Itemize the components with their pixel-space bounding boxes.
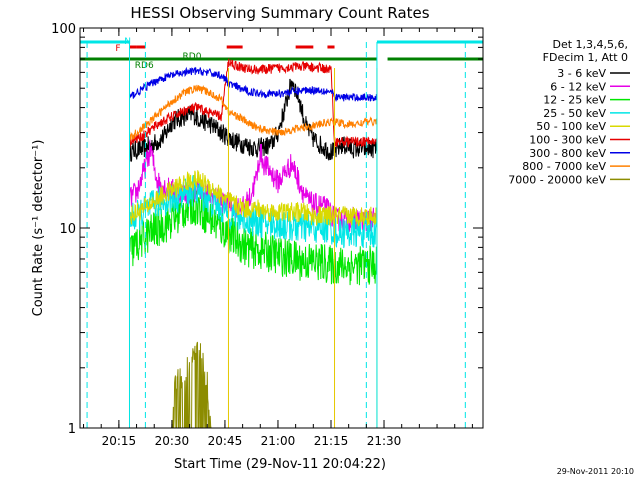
legend-header: FDecim 1, Att 0 <box>543 51 628 64</box>
legend-entry: 12 - 25 keV <box>543 94 606 107</box>
legend-entry: 100 - 300 keV <box>529 134 606 147</box>
legend-entry: 6 - 12 keV <box>550 80 606 93</box>
x-tick-label: 20:30 <box>155 434 190 448</box>
series-line <box>129 170 378 227</box>
axes-layer: 20:15 20:30 20:45 21:00 21:15 21:30 1 10 100 <box>51 22 483 448</box>
flare-flag-label: F <box>115 44 120 54</box>
series-line <box>128 187 378 286</box>
x-tick-label: 20:45 <box>208 434 243 448</box>
chart-title: HESSI Observing Summary Count Rates <box>130 4 429 22</box>
legend-entry: 300 - 800 keV <box>529 147 606 160</box>
y-tick-label: 10 <box>59 222 76 237</box>
series-line <box>128 84 377 142</box>
legend-entry: 800 - 7000 keV <box>522 160 606 173</box>
rd6-flag-label: RD6 <box>135 61 154 71</box>
y-tick-label: 1 <box>68 422 76 437</box>
y-axis-label: Count Rate (s⁻¹ detector⁻¹) <box>31 140 46 317</box>
night-flag-label: N <box>124 37 131 47</box>
footer-date: 29-Nov-2011 20:10 <box>557 467 634 476</box>
boundary-layer <box>86 42 466 428</box>
legend: Det 1,3,4,5,6,FDecim 1, Att 0 3 - 6 keV6 … <box>508 38 630 186</box>
y-tick-label: 100 <box>51 22 76 37</box>
x-tick-label: 20:15 <box>102 434 137 448</box>
legend-entry: 50 - 100 keV <box>536 120 606 133</box>
legend-entry: 7000 - 20000 keV <box>508 173 606 186</box>
series-line <box>128 78 378 163</box>
legend-entry: 25 - 50 keV <box>543 107 606 120</box>
series-line <box>129 66 378 102</box>
x-axis-label: Start Time (29-Nov-11 20:04:22) <box>174 457 386 472</box>
x-tick-label: 21:30 <box>367 434 402 448</box>
rd0-flag-label: RD0 <box>183 52 202 62</box>
legend-header: Det 1,3,4,5,6, <box>552 38 628 51</box>
x-tick-label: 21:00 <box>261 434 296 448</box>
x-tick-label: 21:15 <box>314 434 349 448</box>
legend-entry: 3 - 6 keV <box>557 67 606 80</box>
series-line <box>129 58 378 149</box>
